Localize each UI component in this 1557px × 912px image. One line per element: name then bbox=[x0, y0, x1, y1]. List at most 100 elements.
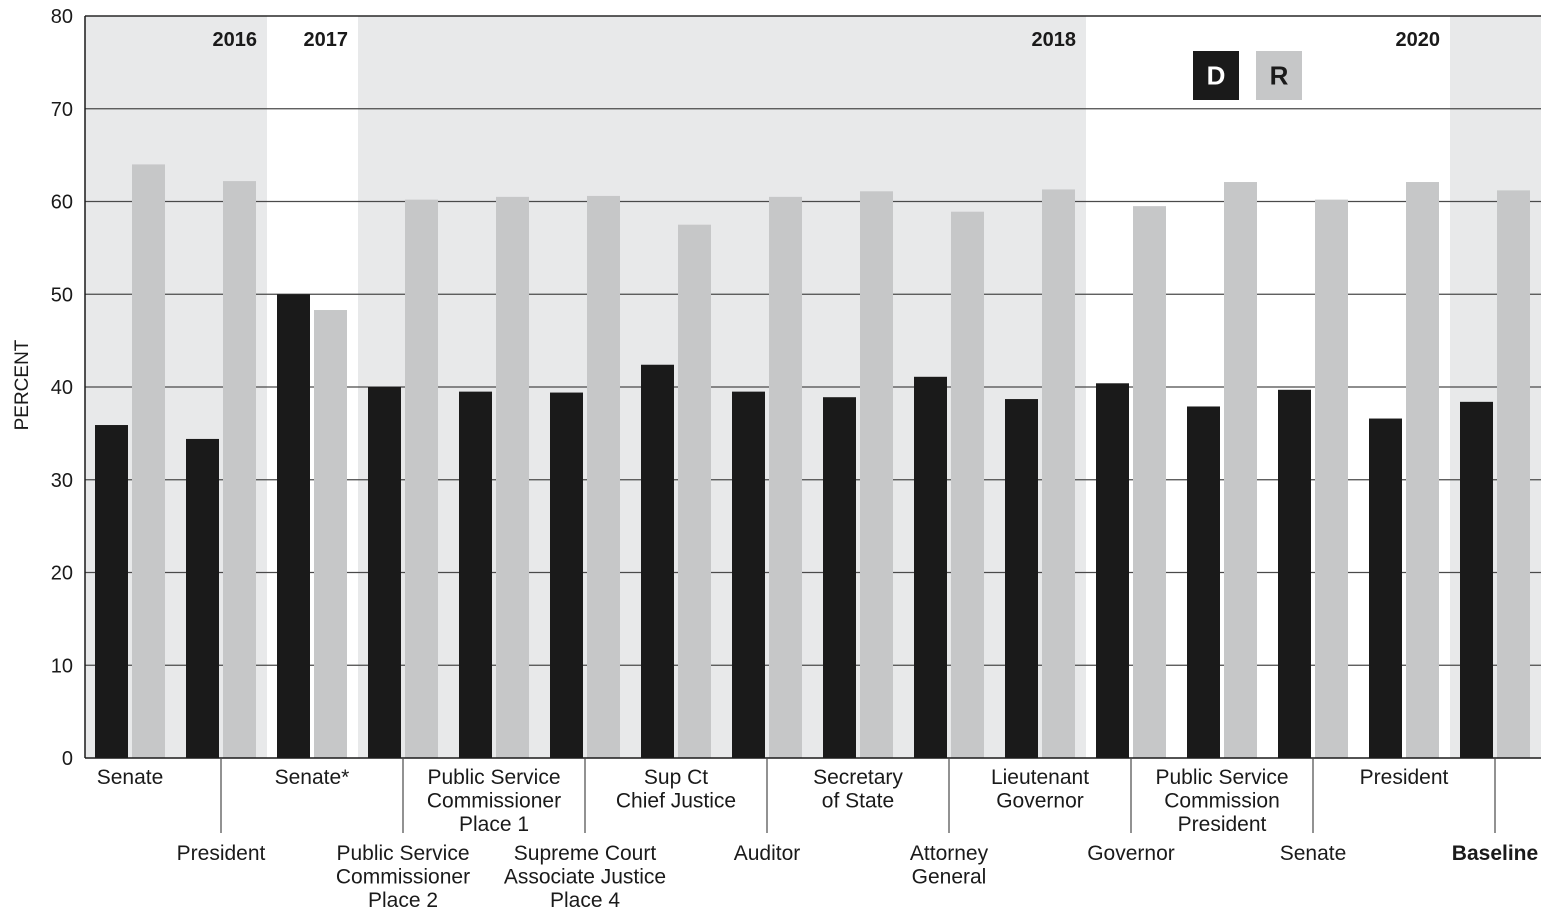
bars bbox=[95, 164, 1530, 759]
category-label-line: Lieutenant bbox=[991, 766, 1089, 789]
y-tick-label: 50 bbox=[51, 284, 73, 306]
y-tick-label: 0 bbox=[62, 748, 73, 770]
bar-r-9 bbox=[951, 211, 984, 758]
category-label: Public Service Commissioner Place 1 bbox=[427, 766, 561, 836]
category-dividers bbox=[220, 758, 1496, 833]
y-tick-label: 60 bbox=[51, 192, 73, 214]
bar-r-2 bbox=[314, 310, 347, 758]
bar-d-4 bbox=[459, 391, 492, 758]
axes bbox=[84, 15, 1541, 759]
category-label: Supreme Court Associate Justice Place 4 bbox=[504, 842, 666, 912]
bar-d-11 bbox=[1096, 383, 1129, 758]
category-label: Lieutenant Governor bbox=[991, 766, 1089, 813]
category-label-line: Chief Justice bbox=[616, 790, 736, 813]
category-label-line: Secretary bbox=[813, 766, 903, 789]
category-label-line: President bbox=[1360, 766, 1449, 789]
y-tick-label: 80 bbox=[51, 6, 73, 28]
y-tick-label: 30 bbox=[51, 470, 73, 492]
year-label-2018: 2018 bbox=[1032, 29, 1077, 51]
category-label: Public Service Commissioner Place 2 bbox=[336, 842, 470, 912]
category-label: Sup Ct Chief Justice bbox=[616, 766, 736, 813]
category-label-line: Commissioner bbox=[427, 790, 561, 813]
bar-r-11 bbox=[1133, 206, 1166, 758]
category-label: President bbox=[177, 842, 266, 865]
y-tick-label: 40 bbox=[51, 377, 73, 399]
bar-d-3 bbox=[368, 387, 401, 758]
year-label-2020: 2020 bbox=[1396, 29, 1441, 51]
year-label-2017: 2017 bbox=[304, 29, 349, 51]
category-label: Senate bbox=[1280, 842, 1347, 865]
category-label-line: of State bbox=[822, 790, 894, 813]
bar-d-9 bbox=[914, 376, 947, 758]
category-label: Secretary of State bbox=[813, 766, 903, 813]
y-tick-labels: 0 10 20 30 40 50 60 70 80 bbox=[51, 6, 73, 770]
category-label-line: President bbox=[1178, 813, 1267, 836]
bar-d-12 bbox=[1187, 406, 1220, 758]
bar-r-3 bbox=[405, 199, 438, 758]
category-label: President bbox=[1360, 766, 1449, 789]
category-label-line: Attorney bbox=[910, 842, 989, 865]
legend-swatch-r bbox=[1256, 51, 1302, 100]
category-label: Senate* bbox=[275, 766, 350, 789]
bar-d-1 bbox=[186, 438, 219, 758]
category-label-line: Public Service bbox=[336, 842, 469, 865]
year-label-2016: 2016 bbox=[213, 29, 258, 51]
bar-r-8 bbox=[860, 191, 893, 759]
bar-d-7 bbox=[732, 391, 765, 758]
y-tick-label: 20 bbox=[51, 563, 73, 585]
bar-d-5 bbox=[550, 392, 583, 758]
category-label-line: Commissioner bbox=[336, 866, 470, 889]
bar-d-15 bbox=[1460, 401, 1493, 758]
category-label-line: Senate bbox=[97, 766, 164, 789]
bar-r-5 bbox=[587, 195, 620, 758]
legend-label-r: R bbox=[1270, 61, 1289, 91]
category-label-line: President bbox=[177, 842, 266, 865]
bar-d-6 bbox=[641, 364, 674, 758]
category-label-line: Governor bbox=[996, 790, 1084, 813]
bar-r-12 bbox=[1224, 182, 1257, 758]
category-label-line: Governor bbox=[1087, 842, 1175, 865]
bar-r-0 bbox=[132, 164, 165, 758]
category-label: Auditor bbox=[734, 842, 801, 865]
category-label-line: Associate Justice bbox=[504, 866, 666, 889]
legend-swatch-d bbox=[1193, 51, 1239, 100]
category-label-line: Public Service bbox=[427, 766, 560, 789]
category-label-line: Place 2 bbox=[368, 889, 438, 912]
category-label-line: Commission bbox=[1164, 790, 1280, 813]
bar-d-14 bbox=[1369, 418, 1402, 758]
bar-d-13 bbox=[1278, 389, 1311, 758]
category-label: Baseline bbox=[1452, 842, 1538, 865]
category-label-line: Supreme Court bbox=[514, 842, 657, 865]
bar-r-10 bbox=[1042, 189, 1075, 758]
category-label: Public Service Commission President bbox=[1155, 766, 1288, 836]
bar-r-6 bbox=[678, 224, 711, 758]
bar-r-15 bbox=[1497, 190, 1530, 758]
category-label-line: Baseline bbox=[1452, 842, 1538, 865]
category-label-line: Sup Ct bbox=[644, 766, 708, 789]
bar-r-7 bbox=[769, 196, 802, 759]
category-label-line: General bbox=[912, 866, 987, 889]
category-label-line: Public Service bbox=[1155, 766, 1288, 789]
category-label-line: Senate* bbox=[275, 766, 350, 789]
bar-d-8 bbox=[823, 397, 856, 758]
category-label: Senate bbox=[97, 766, 164, 789]
legend-label-d: D bbox=[1207, 61, 1226, 91]
y-tick-label: 10 bbox=[51, 655, 73, 677]
bar-r-1 bbox=[223, 181, 256, 759]
category-label: Attorney General bbox=[910, 842, 989, 889]
y-tick-label: 70 bbox=[51, 99, 73, 121]
bar-d-2 bbox=[277, 294, 310, 758]
category-label-line: Senate bbox=[1280, 842, 1347, 865]
year-labels: 2016 2017 2018 2020 bbox=[213, 29, 1441, 51]
category-label-line: Place 4 bbox=[550, 889, 620, 912]
bar-d-0 bbox=[95, 425, 128, 758]
bar-r-14 bbox=[1406, 182, 1439, 758]
category-label-line: Place 1 bbox=[459, 813, 529, 836]
category-label: Governor bbox=[1087, 842, 1175, 865]
bar-r-13 bbox=[1315, 199, 1348, 758]
bar-r-4 bbox=[496, 196, 529, 759]
bar-d-10 bbox=[1005, 399, 1038, 758]
